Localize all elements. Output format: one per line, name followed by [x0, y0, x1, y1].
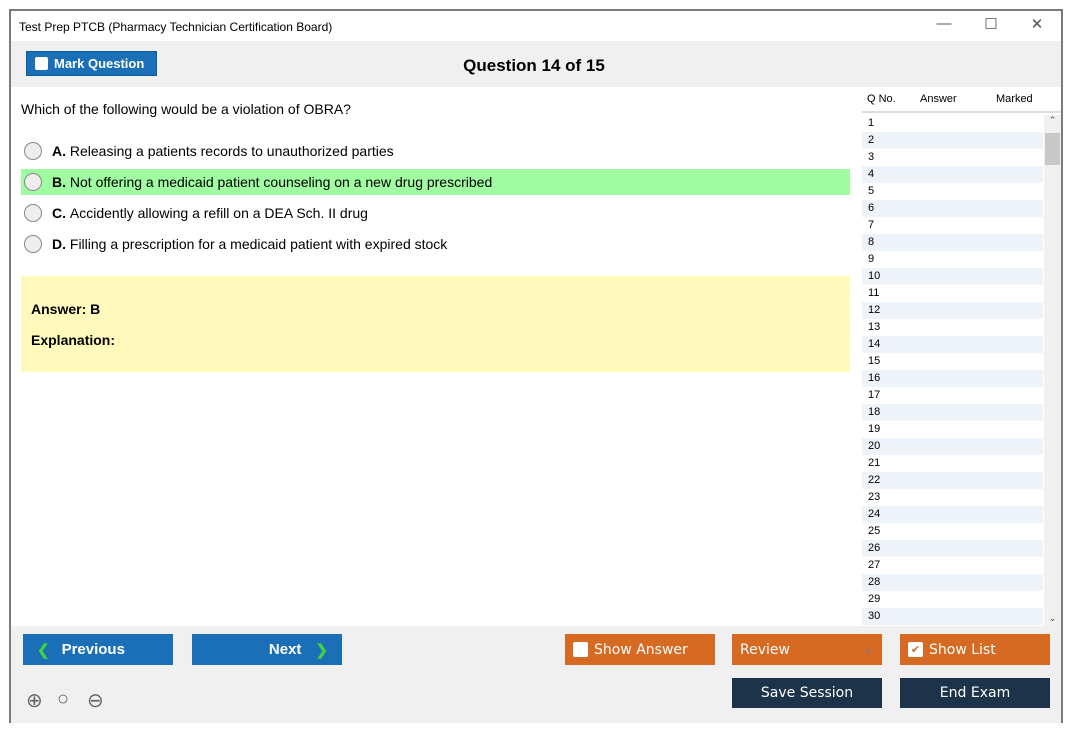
list-row[interactable]: 14	[862, 336, 1043, 353]
list-row[interactable]: 5	[868, 185, 875, 197]
list-row[interactable]: 27	[868, 559, 881, 571]
answer-option-c[interactable]: C. Accidently allowing a refill on a DEA…	[21, 200, 850, 226]
question-text: Which of the following would be a violat…	[21, 101, 351, 117]
scroll-down-icon[interactable]: ⌄	[1048, 613, 1057, 623]
list-row[interactable]: 3	[868, 151, 875, 163]
review-dropdown[interactable]: Review ▲	[732, 634, 882, 665]
list-row[interactable]: 15	[868, 355, 881, 367]
review-label: Review	[740, 641, 790, 658]
list-row[interactable]: 6	[862, 200, 1043, 217]
save-session-button[interactable]: Save Session	[732, 678, 882, 708]
explanation-label: Explanation:	[31, 332, 116, 348]
chevron-left-icon: ❮	[37, 641, 50, 659]
list-row[interactable]: 26	[862, 540, 1043, 557]
header-marked: Marked	[996, 93, 1033, 105]
list-row[interactable]: 25	[868, 525, 881, 537]
minimize-icon[interactable]: —	[936, 15, 952, 32]
zoom-reset-icon[interactable]: ○	[57, 688, 70, 710]
question-list: Q No. Answer Marked 1 2 3 4 5 6 7 8 9 10 11 12 13 14 1…	[862, 87, 1061, 626]
next-button[interactable]: Next ❯	[192, 634, 342, 665]
title-bar: Test Prep PTCB (Pharmacy Technician Cert…	[11, 11, 1061, 41]
list-row[interactable]: 10	[862, 268, 1043, 285]
zoom-in-icon[interactable]: ⊕	[26, 690, 43, 712]
list-row[interactable]: 30	[862, 608, 1043, 625]
window-title: Test Prep PTCB (Pharmacy Technician Cert…	[19, 20, 333, 34]
list-row[interactable]: 29	[868, 593, 881, 605]
list-row[interactable]: 18	[862, 404, 1043, 421]
scroll-thumb[interactable]	[1045, 133, 1060, 165]
maximize-icon[interactable]: ☐	[984, 16, 998, 33]
checkbox-checked-icon: ✔	[908, 642, 923, 657]
list-row[interactable]: 13	[868, 321, 881, 333]
header-answer: Answer	[920, 93, 957, 105]
radio-button[interactable]	[24, 235, 42, 253]
list-row[interactable]: 8	[862, 234, 1043, 251]
list-row[interactable]: 1	[868, 117, 875, 129]
list-row[interactable]: 19	[868, 423, 881, 435]
list-header: Q No. Answer Marked	[862, 87, 1061, 113]
zoom-out-icon[interactable]: ⊖	[87, 690, 104, 712]
answer-option-d[interactable]: D. Filling a prescription for a medicaid…	[21, 231, 850, 257]
previous-button[interactable]: ❮ Previous	[23, 634, 173, 665]
caret-up-icon: ▲	[865, 644, 872, 655]
list-row[interactable]: 11	[868, 287, 880, 299]
show-answer-label: Show Answer	[594, 641, 688, 658]
answer-text: Answer: B	[31, 301, 101, 317]
question-counter: Question 14 of 15	[463, 56, 605, 75]
checkbox-icon	[573, 642, 588, 657]
bottom-bar: ❮ Previous Next ❯ Show Answer Review ▲ ✔ Sho…	[11, 626, 1061, 723]
previous-label: Previous	[61, 641, 125, 658]
mark-label: Mark Question	[54, 56, 145, 71]
mark-question-button[interactable]: Mark Question	[26, 51, 157, 76]
list-row[interactable]: 24	[862, 506, 1043, 523]
next-label: Next	[268, 641, 302, 658]
answer-panel: Answer: B Explanation:	[21, 276, 850, 372]
radio-button[interactable]	[24, 204, 42, 222]
option-letter: A.	[52, 143, 66, 159]
close-icon[interactable]: ✕	[1030, 16, 1044, 33]
list-row[interactable]: 21	[868, 457, 881, 469]
answer-option-a[interactable]: A. Releasing a patients records to unaut…	[21, 138, 850, 164]
header-qno: Q No.	[867, 93, 896, 105]
list-row[interactable]: 17	[868, 389, 881, 401]
toolbar: Question 14 of 15 Mark Question	[11, 41, 1061, 87]
app-window: Test Prep PTCB (Pharmacy Technician Cert…	[9, 9, 1063, 723]
checkbox-icon	[35, 57, 48, 70]
show-list-button[interactable]: ✔ Show List	[900, 634, 1050, 665]
answer-option-b[interactable]: B. Not offering a medicaid patient couns…	[21, 169, 850, 195]
list-row[interactable]: 16	[862, 370, 1043, 387]
option-text: Not offering a medicaid patient counseli…	[69, 174, 493, 190]
list-row[interactable]: 20	[862, 438, 1043, 455]
scroll-up-icon[interactable]: ⌃	[1048, 115, 1057, 125]
radio-button[interactable]	[24, 173, 42, 191]
list-row[interactable]: 2	[862, 132, 1043, 149]
list-row[interactable]: 23	[868, 491, 881, 503]
list-row[interactable]: 28	[862, 574, 1043, 591]
radio-button[interactable]	[24, 142, 42, 160]
list-row[interactable]: 9	[868, 253, 875, 265]
list-row[interactable]: 7	[868, 219, 875, 231]
end-exam-button[interactable]: End Exam	[900, 678, 1050, 708]
show-answer-button[interactable]: Show Answer	[565, 634, 715, 665]
option-text: Releasing a patients records to unauthor…	[69, 143, 394, 159]
option-text: Filling a prescription for a medicaid pa…	[69, 236, 448, 252]
option-letter: B.	[52, 174, 66, 190]
scrollbar[interactable]: ⌃ ⌄	[1044, 115, 1061, 626]
chevron-right-icon: ❯	[315, 641, 328, 659]
list-row[interactable]: 22	[862, 472, 1043, 489]
option-text: Accidently allowing a refill on a DEA Sc…	[69, 205, 368, 221]
list-row[interactable]: 12	[862, 302, 1043, 319]
show-list-label: Show List	[929, 641, 996, 658]
option-letter: D.	[52, 236, 66, 252]
list-row[interactable]: 4	[862, 166, 1043, 183]
option-letter: C.	[52, 205, 66, 221]
